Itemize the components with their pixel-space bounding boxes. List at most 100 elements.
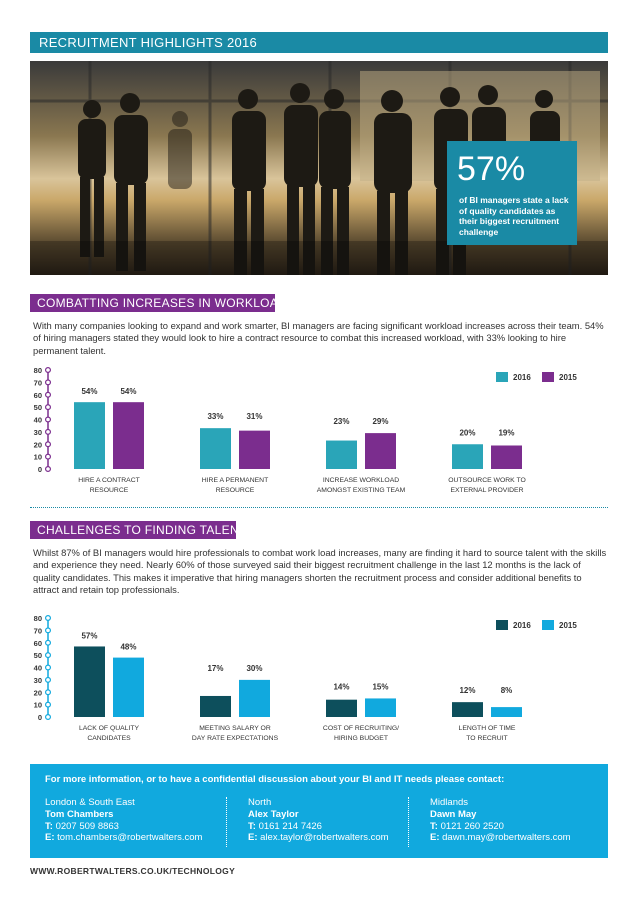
y-tick-label: 60 [34,639,42,648]
legend-label: 2015 [559,373,577,382]
contact-email[interactable]: tom.chambers@robertwalters.com [57,832,203,844]
hero-stat-text: of BI managers state a lack of quality c… [459,195,569,237]
y-tick-label: 80 [34,366,42,375]
data-label: 12% [459,686,475,695]
bar [365,433,396,469]
data-label: 14% [333,682,349,691]
header-bar: RECRUITMENT HIGHLIGHTS 2016 [30,32,608,53]
contact-email-row: E: alex.taylor@robertwalters.com [248,832,389,844]
challenges-bar-chart: 0 10 20 30 40 50 60 70 80 57% 48% LACK OF QUALITY CA… [34,614,578,742]
y-tick-marker [45,652,52,659]
legend-label: 2016 [513,621,531,630]
y-tick-label: 50 [34,403,42,412]
workload-bar-chart: 0 10 20 30 40 50 60 70 80 54% 54% HIRE A CONTRACT RE… [34,366,578,494]
hero-stat-box: 57% of BI managers state a lack of quali… [447,141,577,245]
email-label: E: [248,832,258,844]
workload-paragraph: With many companies looking to expand an… [33,320,604,356]
bar [326,699,357,717]
y-tick-label: 70 [34,626,42,635]
contact-email[interactable]: alex.taylor@robertwalters.com [260,832,389,844]
y-tick-label: 70 [34,378,42,387]
hero-stat-value: 57% [457,150,526,188]
bar [113,657,144,717]
y-tick-marker [45,379,52,386]
y-tick-marker [45,441,52,448]
category-label: HIRE A PERMANENT [202,477,268,484]
category-label: HIRING BUDGET [334,735,388,742]
contact-phone[interactable]: 0207 509 8863 [55,820,119,832]
y-tick-marker [45,627,52,634]
section-heading-challenges-text: CHALLENGES TO FINDING TALENT [37,523,247,537]
bar [113,402,144,469]
y-tick-label: 40 [34,416,42,425]
section-heading-workload-text: COMBATTING INCREASES IN WORKLOAD [37,296,288,310]
y-tick-label: 80 [34,614,42,623]
section-heading-workload: COMBATTING INCREASES IN WORKLOAD [30,294,287,312]
section-divider [30,507,608,508]
data-label: 33% [207,412,223,421]
category-label: TO RECRUIT [466,735,507,742]
y-tick-label: 0 [38,713,42,722]
bar [491,445,522,469]
y-tick-marker [45,614,52,622]
y-tick-label: 50 [34,651,42,660]
category-label: COST OF RECRUITING/ [323,725,399,732]
data-label: 57% [81,631,97,640]
category-label: RESOURCE [90,487,129,494]
y-tick-label: 0 [38,465,42,474]
contact-phone[interactable]: 0161 214 7426 [258,820,322,832]
category-label: OUTSOURCE WORK TO [448,477,526,484]
bar [200,428,231,469]
footer-url[interactable]: WWW.ROBERTWALTERS.CO.UK/TECHNOLOGY [30,866,236,876]
contact-north: North Alex Taylor T: 0161 214 7426 E: al… [248,797,389,844]
contact-lead: For more information, or to have a confi… [45,774,505,785]
legend-swatch [542,372,554,382]
y-tick-marker [45,639,52,646]
category-label: AMONGST EXISTING TEAM [317,487,406,494]
legend-swatch [496,372,508,382]
y-tick-marker [45,676,52,683]
contact-name: Tom Chambers [45,808,114,820]
office-region: London & South East [45,797,135,808]
bar [200,695,231,717]
bar [239,430,270,469]
contact-name: Alex Taylor [248,808,299,820]
y-tick-marker [45,465,52,472]
category-label: LACK OF QUALITY [79,725,140,732]
contact-phone-row: T: 0121 260 2520 [430,821,571,833]
y-tick-marker [45,453,52,460]
data-label: 15% [372,682,388,691]
y-tick-label: 10 [34,453,42,462]
legend-swatch [542,620,554,630]
category-label: CANDIDATES [87,735,131,742]
y-tick-label: 40 [34,664,42,673]
data-label: 23% [333,417,349,426]
y-tick-label: 20 [34,688,42,697]
y-tick-marker [45,689,52,696]
y-tick-marker [45,366,52,374]
category-label: MEETING SALARY OR [199,725,271,732]
data-label: 20% [459,428,475,437]
challenges-paragraph: Whilst 87% of BI managers would hire pro… [33,547,607,595]
page-title: RECRUITMENT HIGHLIGHTS 2016 [39,35,258,50]
office-region: Midlands [430,797,469,808]
y-tick-label: 20 [34,440,42,449]
y-tick-marker [45,428,52,435]
contact-email-row: E: tom.chambers@robertwalters.com [45,832,202,844]
y-tick-marker [45,391,52,398]
y-tick-marker [45,713,52,720]
contact-phone-row: T: 0161 214 7426 [248,821,389,833]
y-tick-marker [45,416,52,423]
office-region: North [248,797,272,808]
section-heading-challenges: CHALLENGES TO FINDING TALENT [30,521,246,539]
bar [491,707,522,717]
bar [365,698,396,717]
legend-label: 2016 [513,373,531,382]
y-tick-label: 60 [34,391,42,400]
category-label: EXTERNAL PROVIDER [450,487,523,494]
contact-box: For more information, or to have a confi… [30,764,608,858]
bar [452,444,483,469]
contact-phone[interactable]: 0121 260 2520 [440,820,504,832]
legend-swatch [496,620,508,630]
contact-email[interactable]: dawn.may@robertwalters.com [442,832,571,844]
